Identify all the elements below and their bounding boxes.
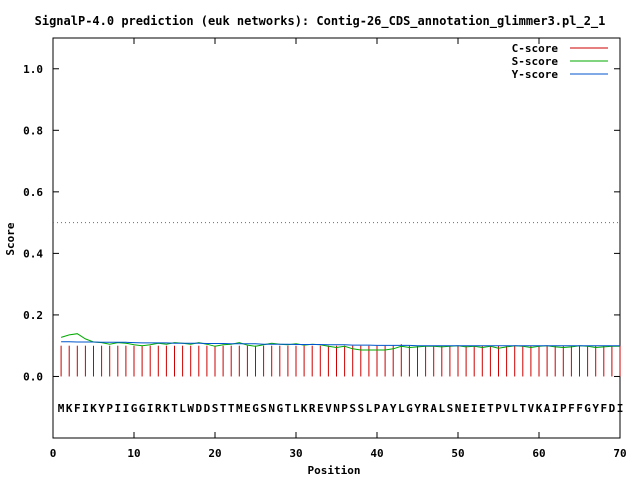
sequence-residue: L — [366, 402, 373, 415]
sequence-residue: G — [406, 402, 413, 415]
x-axis-label: Position — [308, 464, 361, 477]
x-tick-label: 40 — [370, 447, 383, 460]
y-tick-label: 0.0 — [23, 370, 43, 383]
y-score-line — [61, 341, 620, 347]
sequence-residue: G — [276, 402, 283, 415]
x-tick-label: 30 — [289, 447, 302, 460]
chart-title: SignalP-4.0 prediction (euk networks): C… — [35, 14, 606, 29]
sequence-residue: G — [139, 402, 146, 415]
sequence-residue: S — [260, 402, 267, 415]
sequence-residue: I — [123, 402, 130, 415]
sequence-residue: N — [268, 402, 275, 415]
sequence-residue: G — [252, 402, 259, 415]
sequence-residue: K — [90, 402, 97, 415]
sequence-residue: K — [301, 402, 308, 415]
sequence-residue: P — [106, 402, 113, 415]
sequence-residue: V — [503, 402, 510, 415]
sequence-residue: R — [422, 402, 429, 415]
x-tick-label: 50 — [451, 447, 464, 460]
y-tick-label: 0.2 — [23, 309, 43, 322]
x-tick-label: 70 — [613, 447, 626, 460]
sequence-residue: P — [374, 402, 381, 415]
sequence-residue: I — [617, 402, 624, 415]
plot-area: 0.00.20.40.60.81.00 10 20 30 40 50 60 70M K F I K Y P… — [23, 37, 627, 460]
sequence-residue: I — [471, 402, 478, 415]
sequence-residue: P — [560, 402, 567, 415]
sequence-residue: L — [438, 402, 445, 415]
sequence-residue: A — [544, 402, 551, 415]
sequence-residue: T — [285, 402, 292, 415]
sequence-residue: D — [195, 402, 202, 415]
sequence-residue: N — [333, 402, 340, 415]
sequence-residue: S — [447, 402, 454, 415]
x-tick-label: 0 — [50, 447, 57, 460]
sequence-residue: R — [309, 402, 316, 415]
sequence-residue: T — [519, 402, 526, 415]
x-tick-label: 10 — [127, 447, 140, 460]
legend-label: S-score — [512, 55, 559, 68]
sequence-residue: I — [82, 402, 89, 415]
sequence-residue: F — [576, 402, 583, 415]
sequence-residue: K — [163, 402, 170, 415]
sequence-residue: D — [204, 402, 211, 415]
sequence-residue: K — [66, 402, 73, 415]
sequence-residue: L — [398, 402, 405, 415]
sequence-residue: P — [341, 402, 348, 415]
sequence-residue: A — [430, 402, 437, 415]
sequence-residue: F — [74, 402, 81, 415]
sequence-residue: I — [552, 402, 559, 415]
sequence-residue: Y — [98, 402, 105, 415]
sequence-residue: G — [131, 402, 138, 415]
sequence-residue: I — [114, 402, 121, 415]
y-axis-label: Score — [4, 222, 17, 255]
sequence-residue: S — [357, 402, 364, 415]
sequence-residue: A — [382, 402, 389, 415]
sequence-residue: Y — [592, 402, 599, 415]
sequence-residue: S — [212, 402, 219, 415]
x-tick-label: 20 — [208, 447, 221, 460]
sequence-residue: L — [179, 402, 186, 415]
legend-label: Y-score — [512, 68, 559, 81]
sequence-residue: M — [58, 402, 65, 415]
sequence-residue: Y — [414, 402, 421, 415]
sequence-residue: D — [609, 402, 616, 415]
y-tick-label: 1.0 — [23, 63, 43, 76]
sequence-residue: V — [528, 402, 535, 415]
sequence-residue: T — [171, 402, 178, 415]
sequence-residue: T — [220, 402, 227, 415]
sequence-residue: T — [487, 402, 494, 415]
sequence-residue: I — [147, 402, 154, 415]
sequence-residue: S — [349, 402, 356, 415]
sequence-residue: R — [155, 402, 162, 415]
sequence-residue: P — [495, 402, 502, 415]
sequence-residue: L — [511, 402, 518, 415]
sequence-residue: E — [244, 402, 251, 415]
sequence-residue: F — [568, 402, 575, 415]
sequence-residue: V — [325, 402, 332, 415]
s-score-line — [60, 333, 620, 351]
sequence-residue: E — [317, 402, 324, 415]
sequence-residue: W — [187, 402, 194, 415]
sequence-residue: N — [455, 402, 462, 415]
sequence-residue: L — [293, 402, 300, 415]
y-tick-label: 0.4 — [23, 247, 43, 260]
y-tick-label: 0.8 — [23, 124, 43, 137]
legend-label: C-score — [512, 42, 559, 55]
sequence-residue: T — [228, 402, 235, 415]
sequence-residue: G — [584, 402, 591, 415]
sequence-residue: M — [236, 402, 243, 415]
sequence-residue: K — [536, 402, 543, 415]
x-tick-label: 60 — [532, 447, 545, 460]
sequence-residue: F — [600, 402, 607, 415]
sequence-residue: E — [479, 402, 486, 415]
sequence-residue: E — [463, 402, 470, 415]
sequence-residue: Y — [390, 402, 397, 415]
plot-border — [52, 37, 621, 439]
y-tick-label: 0.6 — [23, 186, 43, 199]
